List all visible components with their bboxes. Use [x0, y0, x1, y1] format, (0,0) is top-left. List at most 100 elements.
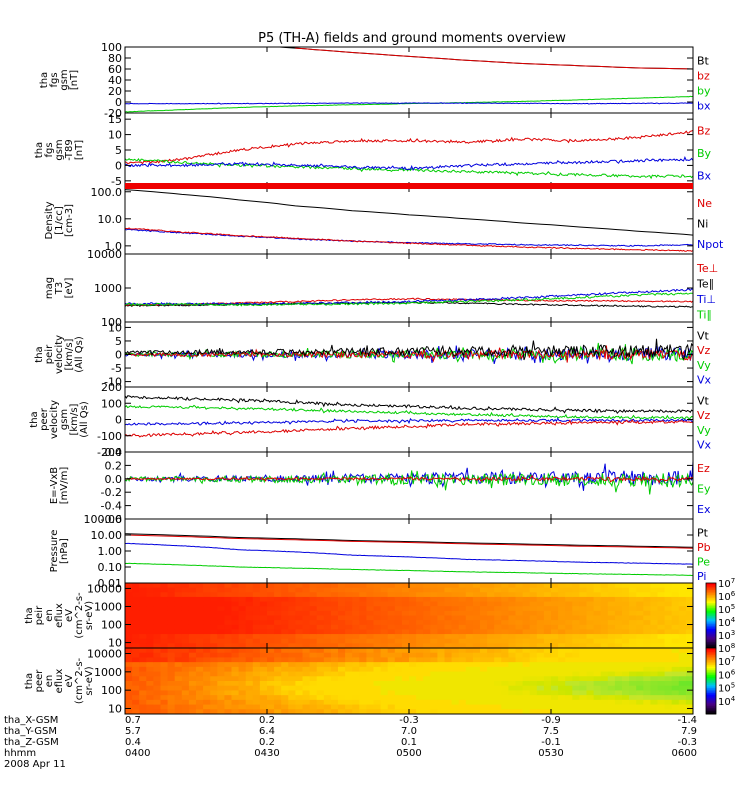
y-axis-label: [km/s]: [69, 403, 80, 435]
legend-entry: Vz: [697, 409, 711, 422]
series-Pb-line: [125, 534, 693, 549]
y-axis-label: E=-VxB: [49, 467, 60, 504]
series-Vz-line: [125, 419, 693, 438]
panel-pressure: 100.00 10.00 1.00 0.10 0.01 Pressure [nPa] Pt Pb…: [49, 513, 711, 590]
x-axis-value: 0.2: [259, 715, 275, 726]
series-Ey-line: [125, 470, 693, 495]
y-tick-label: -5: [111, 362, 122, 375]
y-tick-label: 100.00: [84, 513, 123, 526]
series-Ti⊥-line: [125, 288, 693, 306]
y-tick-label: 0: [115, 159, 122, 172]
series-Npot-line: [125, 228, 693, 247]
y-tick-label: 10: [108, 637, 122, 650]
y-axis-label: velocity: [49, 400, 60, 439]
x-axis-value: 7.0: [401, 726, 417, 737]
y-axis-label: (All Qs): [74, 336, 85, 373]
y-tick-label: 100: [101, 316, 122, 329]
x-axis-value: 0600: [672, 748, 697, 759]
legend-entry: Bt: [697, 55, 710, 68]
y-axis-label: en: [44, 609, 55, 622]
x-axis-row-label: tha_X-GSM: [4, 715, 58, 726]
legend-entry: Ey: [697, 483, 711, 496]
y-tick-label: 10000: [87, 248, 122, 261]
series-By-line: [125, 158, 693, 180]
y-axis-label: tha: [24, 673, 35, 689]
series-Ni-line: [125, 189, 693, 236]
figure-title: P5 (TH-A) fields and ground moments over…: [258, 31, 566, 46]
y-axis-label: tha: [34, 346, 45, 362]
y-tick-label: 15: [108, 113, 122, 126]
legend-entry: Vx: [697, 374, 712, 387]
y-axis-label: peer: [34, 669, 45, 693]
y-tick-label: 5: [115, 144, 122, 157]
series-Ez-line: [125, 474, 693, 484]
colorbar-tick-label: 104: [718, 695, 736, 708]
x-axis-value: -0.1: [541, 737, 561, 748]
legend-entry: Ne: [697, 197, 712, 210]
y-tick-label: -10: [104, 376, 122, 389]
y-axis-label: [mV/m]: [59, 467, 70, 505]
legend-entry: Ex: [697, 503, 711, 516]
colorbar-tick-label: 108: [718, 642, 735, 655]
colorbar-tick-label: 107: [718, 655, 735, 668]
y-axis-label: eflux: [54, 669, 65, 694]
series-Vt-line: [125, 395, 693, 415]
panel-peer_velocity: 200 100 0 -100 -200 tha peer velocity gsm [km/s](…: [29, 381, 712, 459]
legend-entry: Te∥: [696, 277, 714, 290]
colorbar-tick-label: 104: [718, 616, 736, 629]
series-Vx-line: [125, 417, 693, 426]
series-Bx-line: [125, 155, 693, 172]
x-axis-value: 0500: [396, 748, 421, 759]
x-axis-value: 7.5: [543, 726, 559, 737]
legend-entry: by: [697, 85, 711, 98]
y-tick-label: 200: [101, 381, 122, 394]
y-axis-label: peer: [39, 407, 50, 431]
panel-mag_temp: 10000 1000 100 mag T3 [eV] Te⊥ Te∥ Ti⊥ Ti∥: [44, 248, 718, 329]
y-tick-label: -100: [97, 430, 122, 443]
legend-entry: Vx: [697, 439, 712, 452]
y-tick-label: 10.0: [98, 213, 123, 226]
y-axis-label: eV: [64, 609, 75, 622]
legend-entry: Pt: [697, 526, 709, 539]
y-tick-label: 0.4: [105, 446, 123, 459]
y-tick-label: -0.4: [101, 500, 122, 513]
y-axis-label: peir: [34, 605, 45, 625]
series-Vy-line: [125, 404, 693, 420]
y-axis-label: tha: [34, 142, 45, 158]
y-tick-label: 80: [108, 52, 122, 65]
y-tick-label: 40: [108, 74, 122, 87]
x-axis-row-label: hhmm: [4, 748, 36, 759]
y-axis-label: en: [44, 675, 55, 688]
y-axis-label: sr-eV): [84, 666, 95, 695]
y-tick-label: 10.00: [91, 529, 123, 542]
legend-entry: Pe: [697, 555, 710, 568]
colorbar-tick-label: 106: [718, 590, 736, 603]
panel-frame: [124, 451, 694, 520]
y-axis-label: [1/cc]: [54, 206, 65, 235]
y-axis-label: tha: [24, 607, 35, 623]
legend-entry: bx: [697, 100, 711, 113]
y-tick-label: 0: [115, 349, 122, 362]
legend-entry: Npot: [697, 238, 724, 251]
y-axis-label: (cm^2-s-: [74, 592, 85, 639]
series-Pe-line: [125, 562, 693, 577]
y-tick-label: 10: [108, 129, 122, 142]
x-axis-row-label: tha_Y-GSM: [4, 726, 57, 737]
y-axis-label: eV: [64, 674, 75, 687]
series-Vy-line: [125, 342, 693, 365]
series-Pi-line: [125, 542, 693, 565]
y-tick-label: -20: [104, 107, 122, 120]
x-axis-value: 7.9: [681, 726, 697, 737]
y-tick-label: 1.0: [105, 240, 123, 253]
y-axis-label: Pressure: [49, 530, 60, 573]
x-axis-value: -0.9: [541, 715, 561, 726]
colorbar-tick-label: 103: [718, 629, 735, 642]
series-Ne-line: [125, 227, 693, 252]
panel-frame: [124, 518, 694, 584]
y-tick-label: 10: [108, 702, 122, 715]
y-axis-label: (All Qs): [79, 401, 90, 438]
y-tick-label: 10000: [87, 648, 122, 661]
legend-entry: Vy: [697, 424, 711, 437]
